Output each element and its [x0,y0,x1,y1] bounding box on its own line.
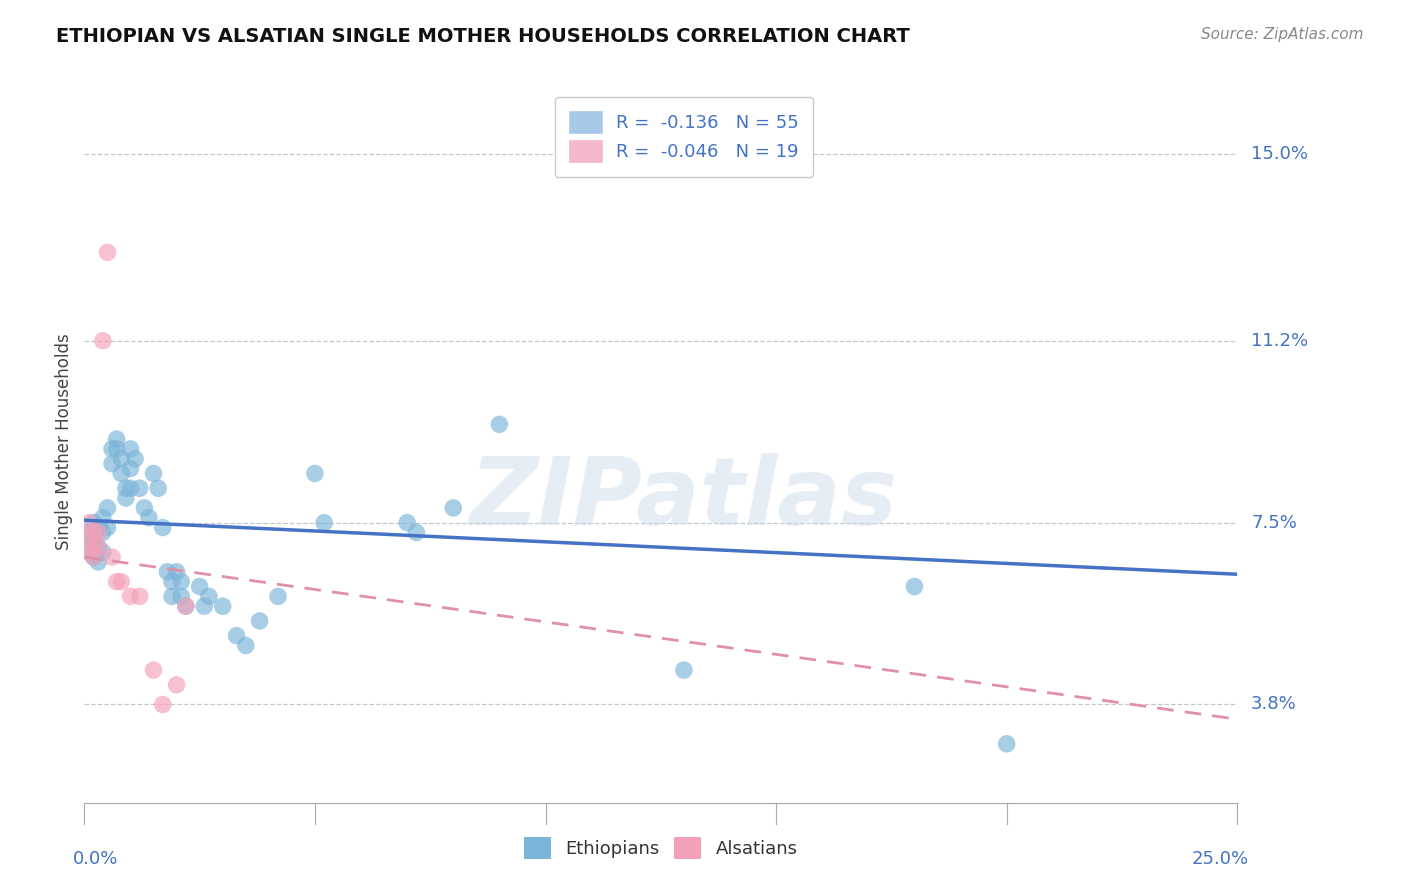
Point [170,590,193,604]
Point [105,442,128,456]
Point [128,481,150,495]
Text: ETHIOPIAN VS ALSATIAN SINGLE MOTHER HOUSEHOLDS CORRELATION CHART: ETHIOPIAN VS ALSATIAN SINGLE MOTHER HOUS… [56,27,910,45]
Point [91,510,114,524]
Point [166,678,188,692]
Point [903,580,925,594]
Text: 15.0%: 15.0% [1251,145,1308,163]
Point [152,520,174,534]
Point [193,599,215,614]
Point [101,457,124,471]
Point [77,516,100,530]
Point [83,540,105,554]
Text: 7.5%: 7.5% [1251,514,1298,532]
Text: 0.0%: 0.0% [73,850,118,868]
Point [87,555,110,569]
Text: 11.2%: 11.2% [1251,332,1309,350]
Point [128,590,150,604]
Point [396,516,419,530]
Point [101,549,124,564]
Point [142,467,165,481]
Point [120,590,142,604]
Point [488,417,510,432]
Text: 25.0%: 25.0% [1192,850,1249,868]
Point [120,442,142,456]
Y-axis label: Single Mother Households: Single Mother Households [55,334,73,549]
Point [672,663,695,677]
Point [96,500,118,515]
Point [405,525,427,540]
Point [101,442,124,456]
Point [91,334,114,348]
Point [134,500,156,515]
Point [115,481,138,495]
Point [198,590,221,604]
Text: 3.8%: 3.8% [1251,696,1296,714]
Point [91,545,114,559]
Point [146,481,169,495]
Point [160,574,183,589]
Point [249,614,271,628]
Point [211,599,233,614]
Text: ZIPatlas: ZIPatlas [470,453,898,545]
Point [77,545,100,559]
Point [188,580,211,594]
Point [304,467,326,481]
Point [110,574,132,589]
Point [110,467,132,481]
Point [87,525,110,540]
Point [156,565,179,579]
Point [138,510,160,524]
Point [91,525,114,540]
Point [83,549,105,564]
Point [166,565,188,579]
Text: Source: ZipAtlas.com: Source: ZipAtlas.com [1201,27,1364,42]
Point [77,540,100,554]
Point [225,629,247,643]
Legend: Ethiopians, Alsatians: Ethiopians, Alsatians [517,830,804,866]
Point [105,432,128,446]
Point [142,663,165,677]
Point [115,491,138,505]
Point [170,574,193,589]
Point [87,540,110,554]
Point [87,540,110,554]
Point [314,516,336,530]
Point [235,639,257,653]
Point [87,520,110,534]
Point [83,535,105,549]
Point [995,737,1018,751]
Point [174,599,197,614]
Point [105,574,128,589]
Point [110,451,132,466]
Point [120,461,142,475]
Point [83,516,105,530]
Point [96,520,118,534]
Point [120,481,142,495]
Point [267,590,290,604]
Point [83,549,105,564]
Point [160,590,183,604]
Point [174,599,197,614]
Point [441,500,464,515]
Point [124,451,146,466]
Point [152,698,174,712]
Point [83,525,105,540]
Point [77,530,100,544]
Point [77,525,100,540]
Point [96,245,118,260]
